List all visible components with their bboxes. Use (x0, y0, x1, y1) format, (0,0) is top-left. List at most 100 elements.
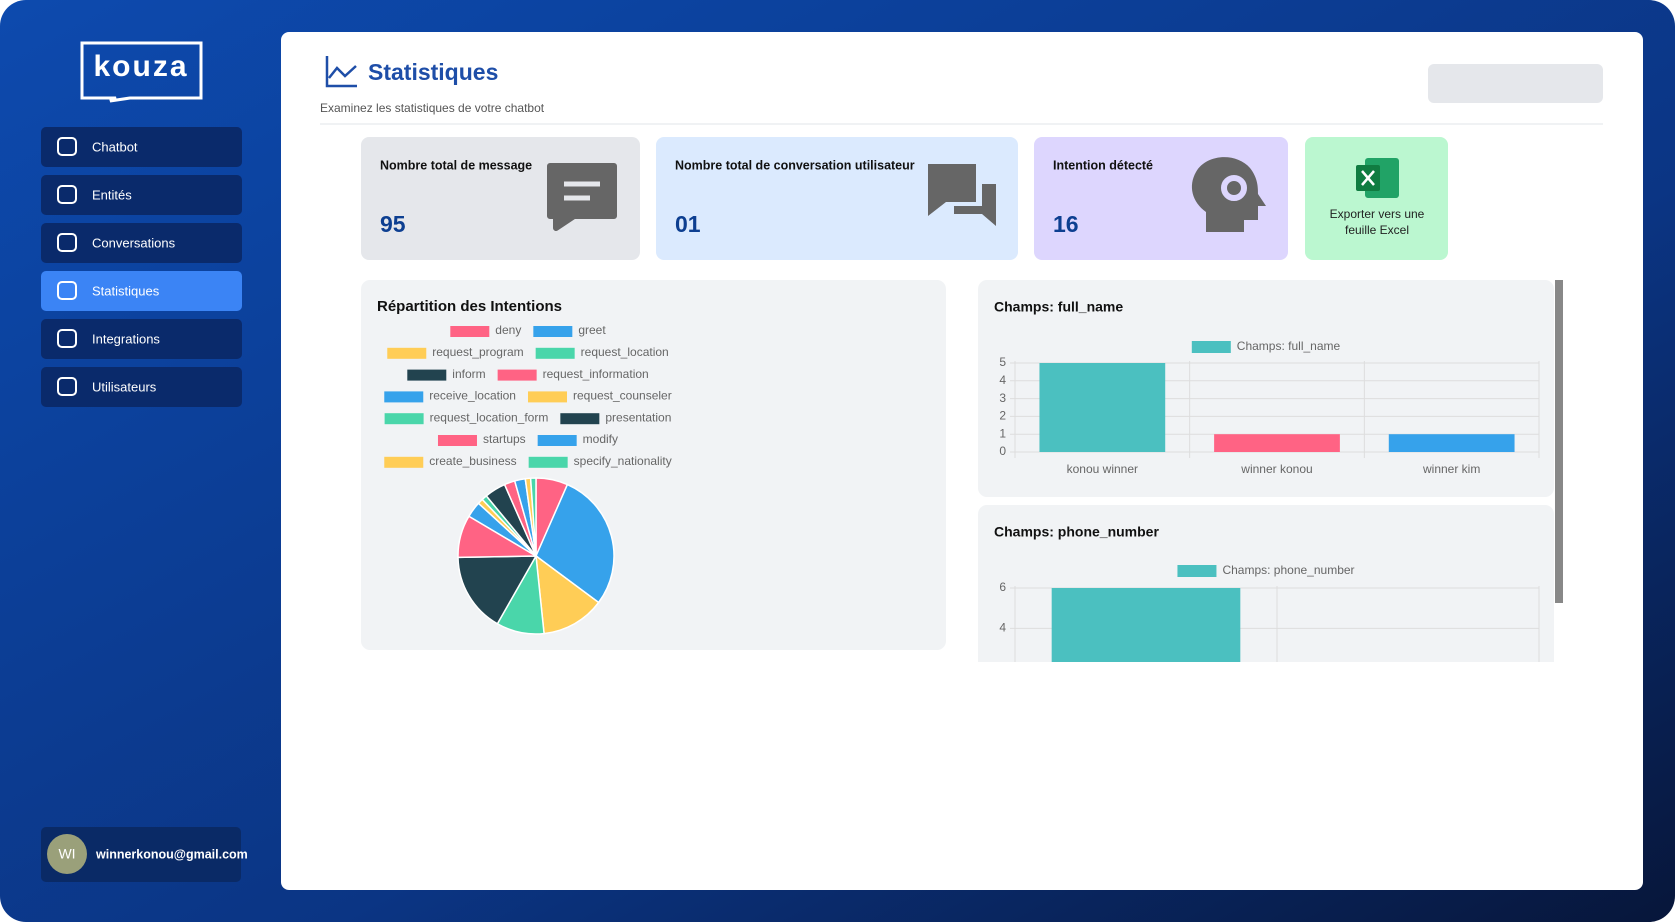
nav-item[interactable] (41, 223, 242, 263)
legend-label: receive_location (429, 389, 516, 403)
legend-label: greet (578, 323, 606, 337)
x-tick-label: winner konou (1240, 462, 1312, 476)
legend-swatch (384, 391, 424, 403)
bar (1388, 434, 1515, 452)
stat-label: Intention détecté (1053, 158, 1153, 172)
x-tick-label: winner kim (1422, 462, 1480, 476)
export-label: Exporter vers une (1330, 207, 1425, 221)
nav-item[interactable] (41, 127, 242, 167)
nav-label: Chatbot (92, 139, 138, 154)
legend-swatch (537, 435, 577, 446)
bar (1039, 363, 1166, 452)
nav-icon (57, 377, 77, 396)
nav-icon (57, 329, 77, 348)
page-subtitle: Examinez les statistiques de votre chatb… (320, 101, 545, 115)
legend-swatch (533, 326, 573, 337)
legend-label: Champs: full_name (1237, 339, 1341, 353)
chart-title: Répartition des Intentions (377, 298, 562, 315)
legend-label: inform (452, 367, 485, 381)
legend-swatch (527, 391, 567, 403)
stat-value: 16 (1053, 211, 1079, 237)
legend-swatch (497, 369, 537, 381)
legend-label: create_business (429, 454, 516, 468)
stat-label: Nombre total de message (380, 158, 532, 172)
bar (1214, 434, 1340, 452)
user-email: winnerkonou@gmail.com (95, 847, 248, 861)
legend-swatch (450, 326, 490, 337)
legend-swatch (407, 369, 447, 381)
nav-label: Entités (92, 187, 132, 202)
header-icon (325, 56, 357, 88)
legend-swatch (437, 435, 477, 446)
legend-swatch (560, 413, 600, 425)
pie-slice (529, 477, 537, 557)
stat-value: 95 (380, 211, 406, 237)
chart-title: Champs: phone_number (994, 524, 1159, 540)
legend-swatch (528, 456, 568, 468)
legend-label: request_counseler (573, 389, 672, 403)
nav-icon (57, 281, 77, 300)
legend-label: presentation (605, 410, 671, 424)
y-tick-label: 6 (999, 580, 1006, 594)
y-tick-label: 3 (999, 391, 1006, 405)
avatar (47, 834, 87, 874)
scrollbar[interactable] (1555, 280, 1563, 603)
stat-icon (564, 181, 600, 201)
legend-label: startups (483, 432, 526, 446)
legend-label: request_location (581, 345, 669, 359)
stat-icon (928, 164, 996, 226)
pie-slice (457, 555, 538, 625)
stat-label: Nombre total de conversation utilisateur (675, 158, 915, 172)
bar (1051, 588, 1241, 662)
legend-swatch (1177, 565, 1217, 577)
nav-item[interactable] (41, 271, 242, 311)
y-tick-label: 4 (999, 621, 1006, 635)
nav-item[interactable] (41, 319, 242, 359)
legend-swatch (1191, 341, 1231, 353)
legend-swatch (535, 347, 575, 359)
legend-label: Champs: phone_number (1222, 563, 1354, 577)
excel-icon (1361, 170, 1375, 186)
y-tick-label: 0 (999, 444, 1006, 458)
y-tick-label: 4 (999, 373, 1006, 387)
legend-label: request_information (543, 367, 649, 381)
legend-label: specify_nationality (574, 454, 672, 468)
nav-item[interactable] (41, 175, 242, 215)
legend-swatch (387, 347, 427, 359)
user-box[interactable] (41, 827, 241, 882)
nav-label: Utilisateurs (92, 379, 157, 394)
page-title: Statistiques (368, 59, 498, 85)
nav-label: Statistiques (92, 283, 160, 298)
avatar-initials: WI (58, 846, 75, 862)
legend-label: request_location_form (430, 410, 549, 424)
export-card[interactable] (1305, 137, 1448, 260)
legend-label: request_program (432, 345, 523, 359)
y-tick-label: 1 (999, 426, 1006, 440)
stat-value: 01 (675, 211, 701, 237)
chart-title: Champs: full_name (994, 299, 1123, 315)
pie-slice (535, 554, 600, 635)
nav-label: Integrations (92, 331, 160, 346)
stat-card (656, 137, 1018, 260)
action-placeholder[interactable] (1428, 64, 1603, 103)
y-tick-label: 2 (999, 661, 1006, 675)
legend-swatch (384, 413, 424, 425)
logo: kouza (80, 41, 203, 103)
nav-item[interactable] (41, 367, 242, 407)
stat-icon (1221, 175, 1247, 201)
logo-text: kouza (93, 50, 188, 83)
nav-icon (57, 137, 77, 156)
legend-label: deny (495, 323, 521, 337)
nav-icon (57, 185, 77, 204)
export-label: feuille Excel (1345, 223, 1409, 237)
y-tick-label: 2 (999, 409, 1006, 423)
pie-slice (535, 483, 615, 604)
legend-swatch (384, 456, 424, 468)
y-tick-label: 5 (999, 355, 1006, 369)
x-tick-label: konou winner (1067, 462, 1138, 476)
nav-icon (57, 233, 77, 252)
field-charts: Champs: full_name Champs: full_name 0 1 2 3 4 5… (978, 280, 1554, 675)
legend-label: modify (583, 432, 618, 446)
nav-label: Conversations (92, 235, 176, 250)
